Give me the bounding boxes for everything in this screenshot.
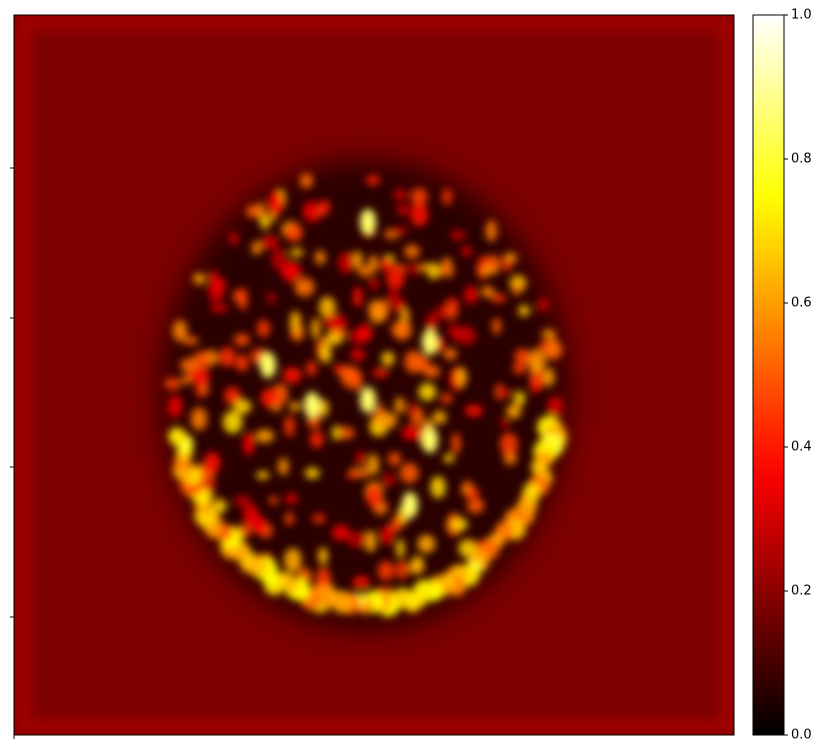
colorbar-tick-label: 0.6 xyxy=(791,296,812,311)
axes-frame xyxy=(13,14,735,736)
colorbar xyxy=(752,14,785,736)
colorbar-tick-label: 0.4 xyxy=(791,440,812,455)
colorbar-tick-label: 0.8 xyxy=(791,152,812,167)
y-ticks xyxy=(10,167,15,739)
heatmap-image xyxy=(14,15,734,735)
colorbar-tick-label: 1.0 xyxy=(791,8,812,23)
colorbar-tick-label: 0.0 xyxy=(791,728,812,743)
colorbar-tick-label: 0.2 xyxy=(791,584,812,599)
heatmap-texture xyxy=(164,173,568,617)
